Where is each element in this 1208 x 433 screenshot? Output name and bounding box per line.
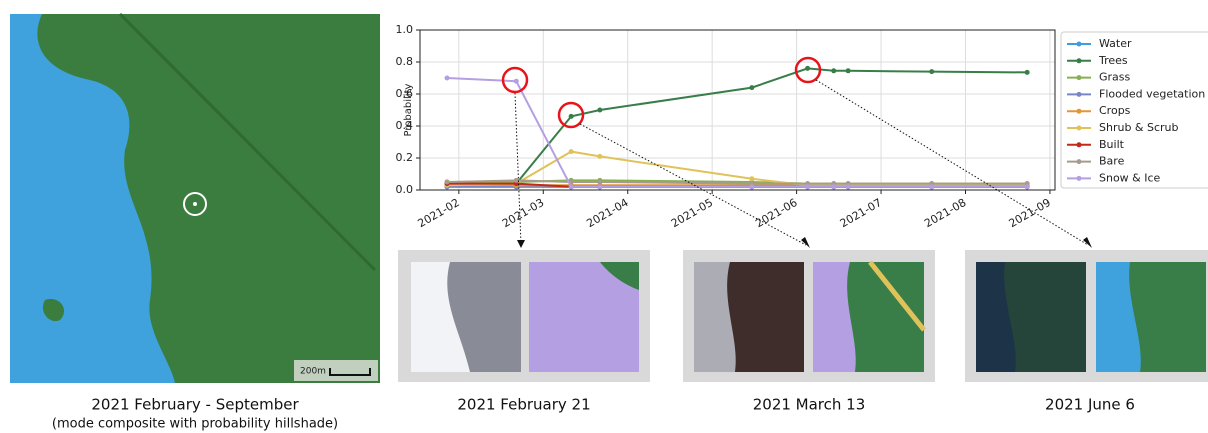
thumbnail-3 xyxy=(965,250,1208,382)
legend-label: Flooded vegetation xyxy=(1099,87,1205,100)
legend-marker xyxy=(1077,109,1082,114)
legend-marker xyxy=(1077,58,1082,63)
thumb-caption: 2021 March 13 xyxy=(753,396,866,414)
y-axis-label: Probability xyxy=(403,83,414,136)
thumb-caption: 2021 February 21 xyxy=(457,396,590,414)
x-tick-label: 2021-09 xyxy=(1007,196,1053,230)
legend-label: Snow & Ice xyxy=(1099,171,1161,184)
data-point xyxy=(597,180,602,185)
data-point xyxy=(749,85,754,90)
data-point xyxy=(831,68,836,73)
map-marker-dot xyxy=(193,202,197,206)
y-tick-label: 0.0 xyxy=(396,183,414,196)
data-point xyxy=(569,149,574,154)
thumb-caption: 2021 June 6 xyxy=(1045,396,1135,414)
legend-marker xyxy=(1077,42,1082,47)
data-point xyxy=(805,184,810,189)
legend-box xyxy=(1061,32,1208,188)
legend-label: Built xyxy=(1099,138,1125,151)
data-point xyxy=(929,69,934,74)
data-point xyxy=(749,176,754,181)
plot-frame xyxy=(420,30,1055,190)
legend-marker xyxy=(1077,159,1082,164)
x-tick-label: 2021-03 xyxy=(500,196,546,230)
data-point xyxy=(597,154,602,159)
y-tick-label: 1.0 xyxy=(396,23,414,36)
callout-arrow xyxy=(801,237,810,248)
thumbnail-2 xyxy=(683,250,935,382)
data-point xyxy=(929,184,934,189)
y-tick-label: 0.2 xyxy=(396,151,414,164)
x-tick-label: 2021-07 xyxy=(838,196,884,230)
figure: 200m 2021 February - September (mode com… xyxy=(0,0,1208,433)
data-point xyxy=(1025,184,1030,189)
x-tick-label: 2021-06 xyxy=(753,196,799,230)
legend-label: Bare xyxy=(1099,155,1125,168)
legend-label: Water xyxy=(1099,37,1132,50)
data-point xyxy=(569,184,574,189)
callout-arrow xyxy=(517,240,525,248)
scale-label: 200m xyxy=(300,367,326,377)
data-point xyxy=(846,68,851,73)
legend-label: Shrub & Scrub xyxy=(1099,121,1179,134)
data-point xyxy=(445,76,450,81)
map: 200m xyxy=(10,14,380,383)
data-point xyxy=(831,184,836,189)
data-point xyxy=(1025,70,1030,75)
y-tick-label: 0.8 xyxy=(396,55,414,68)
legend-marker xyxy=(1077,126,1082,131)
data-point xyxy=(749,184,754,189)
x-tick-label: 2021-05 xyxy=(669,196,715,230)
series-line xyxy=(447,68,1027,185)
legend-marker xyxy=(1077,176,1082,181)
legend-label: Trees xyxy=(1098,54,1128,67)
data-point xyxy=(445,180,450,185)
legend-marker xyxy=(1077,92,1082,97)
data-point xyxy=(805,66,810,71)
thumbnail-1 xyxy=(398,250,650,382)
x-tick-label: 2021-04 xyxy=(584,196,630,230)
data-point xyxy=(514,178,519,183)
data-point xyxy=(597,184,602,189)
legend-marker xyxy=(1077,142,1082,147)
legend-marker xyxy=(1077,75,1082,80)
data-point xyxy=(569,114,574,119)
page: {"map": {"scale_label": "200m", "caption… xyxy=(0,0,1208,433)
map-caption: 2021 February - September xyxy=(91,396,299,414)
data-point xyxy=(846,184,851,189)
legend-label: Crops xyxy=(1099,104,1131,117)
callout-arrow xyxy=(1083,237,1092,248)
x-tick-label: 2021-02 xyxy=(416,196,462,230)
data-point xyxy=(514,79,519,84)
data-point xyxy=(597,108,602,113)
legend-label: Grass xyxy=(1099,71,1131,84)
map-subcaption: (mode composite with probability hillsha… xyxy=(52,417,338,432)
x-tick-label: 2021-08 xyxy=(922,196,968,230)
